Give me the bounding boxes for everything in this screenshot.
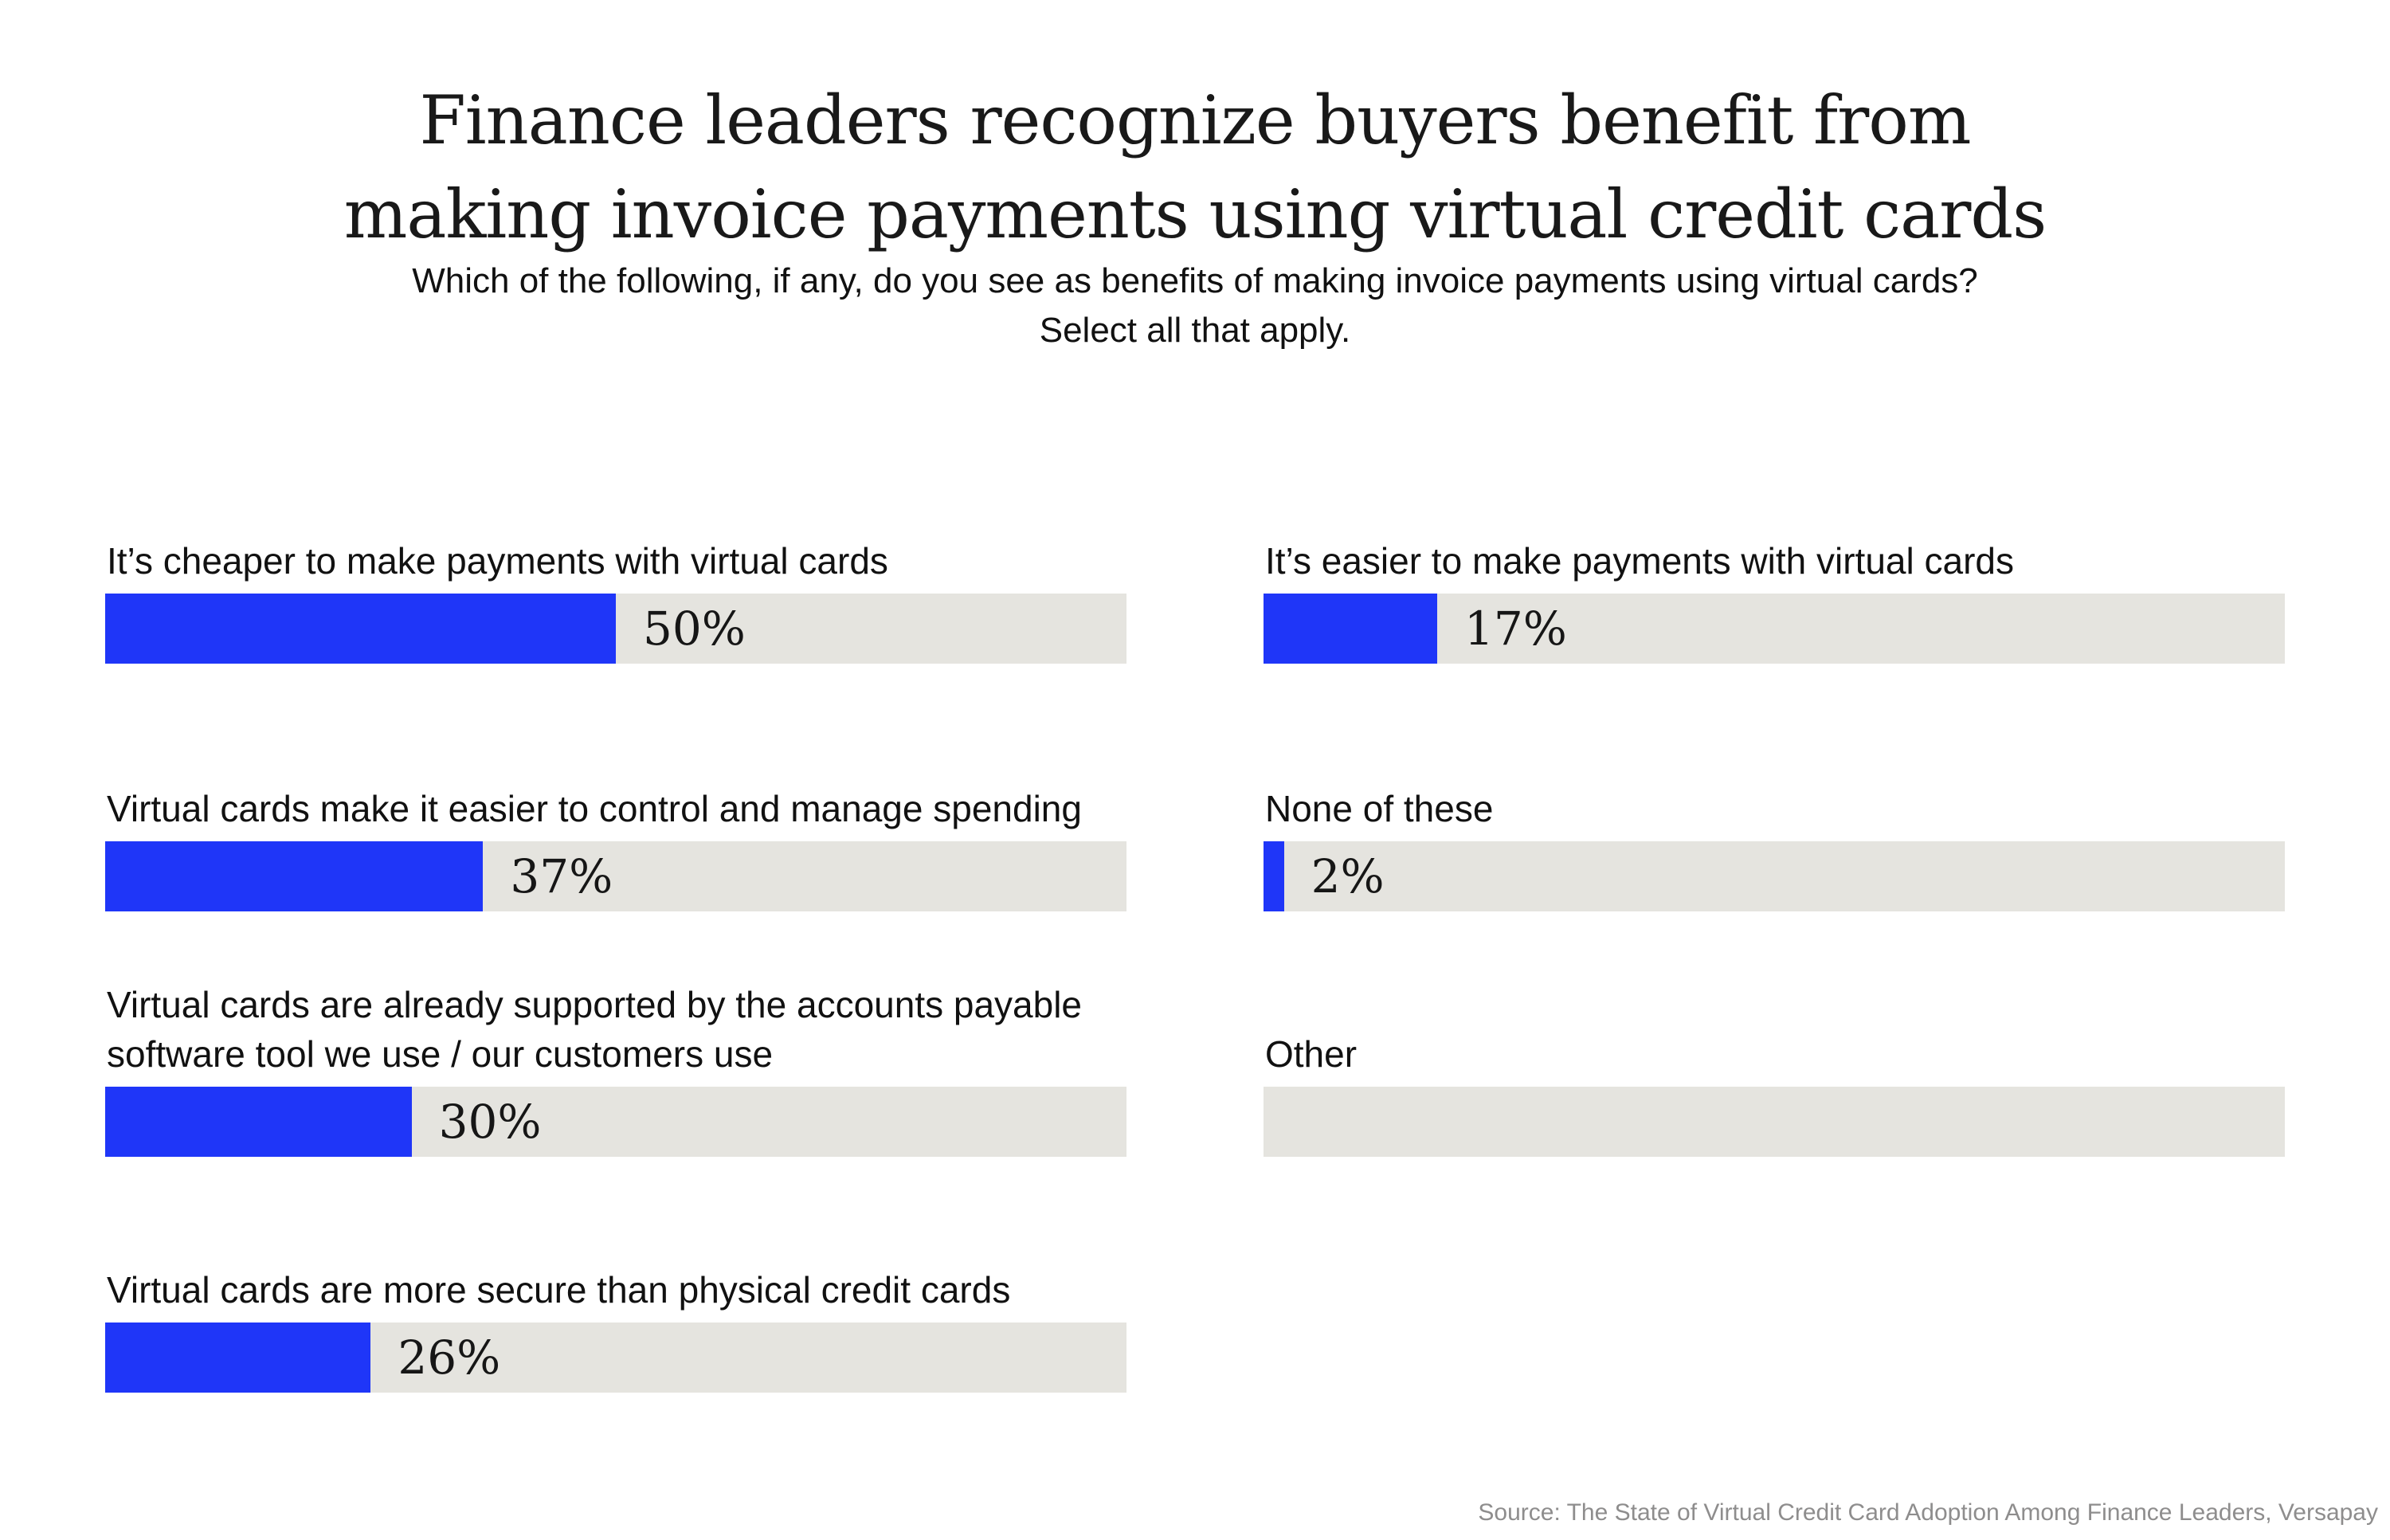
chart-title-line-1: Finance leaders recognize buyers benefit… bbox=[419, 81, 1971, 159]
bar-value-label: 30% bbox=[438, 1095, 542, 1149]
bar-value-label: 26% bbox=[398, 1330, 501, 1385]
bar-track: 26% bbox=[105, 1323, 1126, 1393]
source-attribution: Source: The State of Virtual Credit Card… bbox=[1478, 1499, 2378, 1526]
chart-subtitle-line-2: Select all that apply. bbox=[1039, 311, 1351, 350]
bar-row-control-spending: Virtual cards make it easier to control … bbox=[105, 788, 1126, 911]
bar-label: It’s easier to make payments with virtua… bbox=[1265, 540, 2014, 582]
chart-title-line-2: making invoice payments using virtual cr… bbox=[343, 175, 2047, 253]
bar-track: 30% bbox=[105, 1087, 1126, 1157]
bar-fill bbox=[105, 841, 484, 911]
bar-fill bbox=[1264, 841, 1284, 911]
bar-row-cheaper-payments: It’s cheaper to make payments with virtu… bbox=[105, 540, 1126, 664]
bar-track: 50% bbox=[105, 594, 1126, 664]
bar-fill bbox=[1264, 594, 1437, 664]
bar-track: 2% bbox=[1264, 841, 2285, 911]
bar-row-more-secure: Virtual cards are more secure than physi… bbox=[105, 1269, 1126, 1393]
chart-subtitle: Which of the following, if any, do you s… bbox=[0, 257, 2390, 355]
bar-value-label: 50% bbox=[643, 602, 746, 656]
bar-label: Virtual cards are already supported by t… bbox=[107, 984, 1083, 1075]
bar-track bbox=[1264, 1087, 2285, 1157]
bar-track: 37% bbox=[105, 841, 1126, 911]
bar-label: Other bbox=[1265, 1033, 1358, 1075]
bar-row-other: Other bbox=[1264, 1033, 2285, 1157]
chart-column-right: It’s easier to make payments with virtua… bbox=[1264, 0, 2285, 1540]
bar-row-easier-payments: It’s easier to make payments with virtua… bbox=[1264, 540, 2285, 664]
bar-label: None of these bbox=[1265, 788, 1494, 829]
bar-value-label: 17% bbox=[1463, 602, 1567, 656]
chart-title: Finance leaders recognize buyers benefit… bbox=[0, 73, 2390, 261]
bar-label: It’s cheaper to make payments with virtu… bbox=[107, 540, 888, 582]
bar-value-label: 2% bbox=[1311, 849, 1385, 903]
bar-fill bbox=[105, 1323, 371, 1393]
bar-label: Virtual cards make it easier to control … bbox=[107, 788, 1082, 829]
bar-value-label: 37% bbox=[510, 849, 613, 903]
bar-track: 17% bbox=[1264, 594, 2285, 664]
bar-label: Virtual cards are more secure than physi… bbox=[107, 1269, 1011, 1311]
bar-row-none-of-these: None of these 2% bbox=[1264, 788, 2285, 911]
bar-fill bbox=[105, 1087, 412, 1157]
chart-column-left: It’s cheaper to make payments with virtu… bbox=[105, 0, 1126, 1540]
chart-subtitle-line-1: Which of the following, if any, do you s… bbox=[412, 261, 1978, 300]
bar-row-ap-software-support: Virtual cards are already supported by t… bbox=[105, 984, 1126, 1157]
bar-fill bbox=[105, 594, 616, 664]
